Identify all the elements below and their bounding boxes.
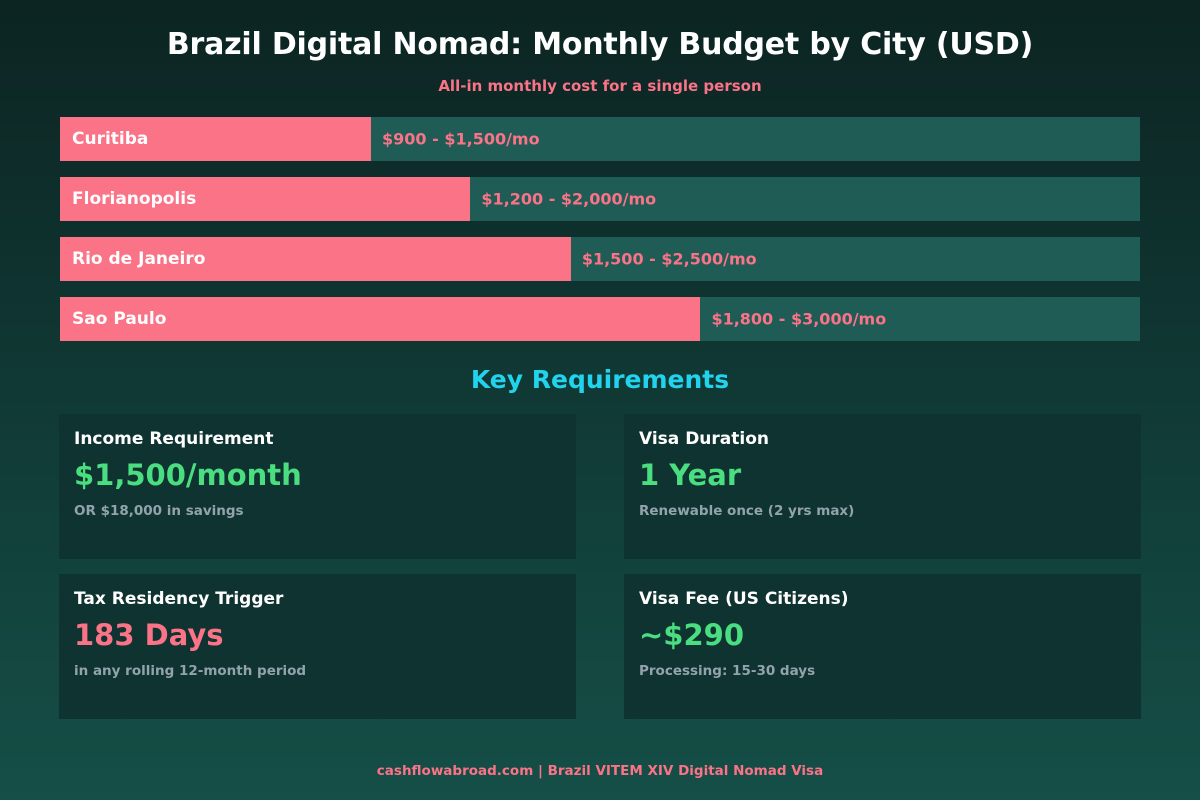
key-requirements-heading: Key Requirements [470, 365, 730, 394]
requirement-card-value: 183 Days [74, 617, 224, 652]
bar-city-label: Rio de Janeiro [72, 249, 206, 269]
requirement-card-value: ~$290 [639, 617, 745, 652]
bar-city-label: Florianopolis [72, 189, 197, 209]
requirement-card: Tax Residency Trigger 183 Days in any roll… [59, 574, 576, 719]
bar-row[interactable]: Florianopolis $1,200 - $2,000/mo [60, 177, 1140, 221]
bar-value-label: $900 - $1,500/mo [382, 129, 540, 149]
requirement-card: Visa Duration 1 Year Renewable once (2 yrs… [624, 414, 1141, 559]
bar-city-label: Sao Paulo [72, 309, 167, 329]
bar-fill [60, 117, 372, 161]
bar-value-label: $1,800 - $3,000/mo [711, 309, 887, 329]
requirement-card-note: in any rolling 12-month period [74, 662, 307, 679]
requirement-card: Income Requirement $1,500/month OR $18,000… [59, 414, 576, 559]
requirement-card-value: 1 Year [639, 457, 742, 492]
bar-value-label: $1,500 - $2,500/mo [581, 249, 757, 269]
bar-fill [60, 297, 701, 341]
requirement-card-note: OR $18,000 in savings [74, 502, 244, 519]
bar-row[interactable]: Curitiba $900 - $1,500/mo [60, 117, 1140, 161]
page-title: Brazil Digital Nomad: Monthly Budget by … [166, 27, 1034, 62]
bar-city-label: Curitiba [72, 129, 149, 149]
requirement-card-label: Visa Fee (US Citizens) [639, 589, 849, 609]
requirement-card: Visa Fee (US Citizens) ~$290 Processing: 1… [624, 574, 1141, 719]
requirement-card-label: Visa Duration [639, 429, 769, 449]
requirement-card-label: Income Requirement [74, 429, 274, 449]
requirement-card-note: Renewable once (2 yrs max) [639, 502, 855, 519]
header: Brazil Digital Nomad: Monthly Budget by … [0, 0, 1200, 95]
budget-bar-chart: Curitiba $900 - $1,500/mo Florianopolis $1,… [0, 117, 1200, 341]
footer-attribution: cashflowabroad.com | Brazil VITEM XIV Di… [376, 763, 824, 779]
requirement-card-label: Tax Residency Trigger [74, 589, 284, 609]
bar-value-label: $1,200 - $2,000/mo [481, 189, 657, 209]
requirement-card-note: Processing: 15-30 days [639, 662, 816, 679]
bar-fill [60, 177, 471, 221]
bar-row[interactable]: Rio de Janeiro $1,500 - $2,500/mo [60, 237, 1140, 281]
page-subtitle: All-in monthly cost for a single person [438, 77, 762, 95]
requirement-card-value: $1,500/month [74, 457, 302, 492]
requirements-card-grid: Income Requirement $1,500/month OR $18,000… [0, 414, 1200, 719]
bar-fill [60, 237, 571, 281]
bar-row[interactable]: Sao Paulo $1,800 - $3,000/mo [60, 297, 1140, 341]
